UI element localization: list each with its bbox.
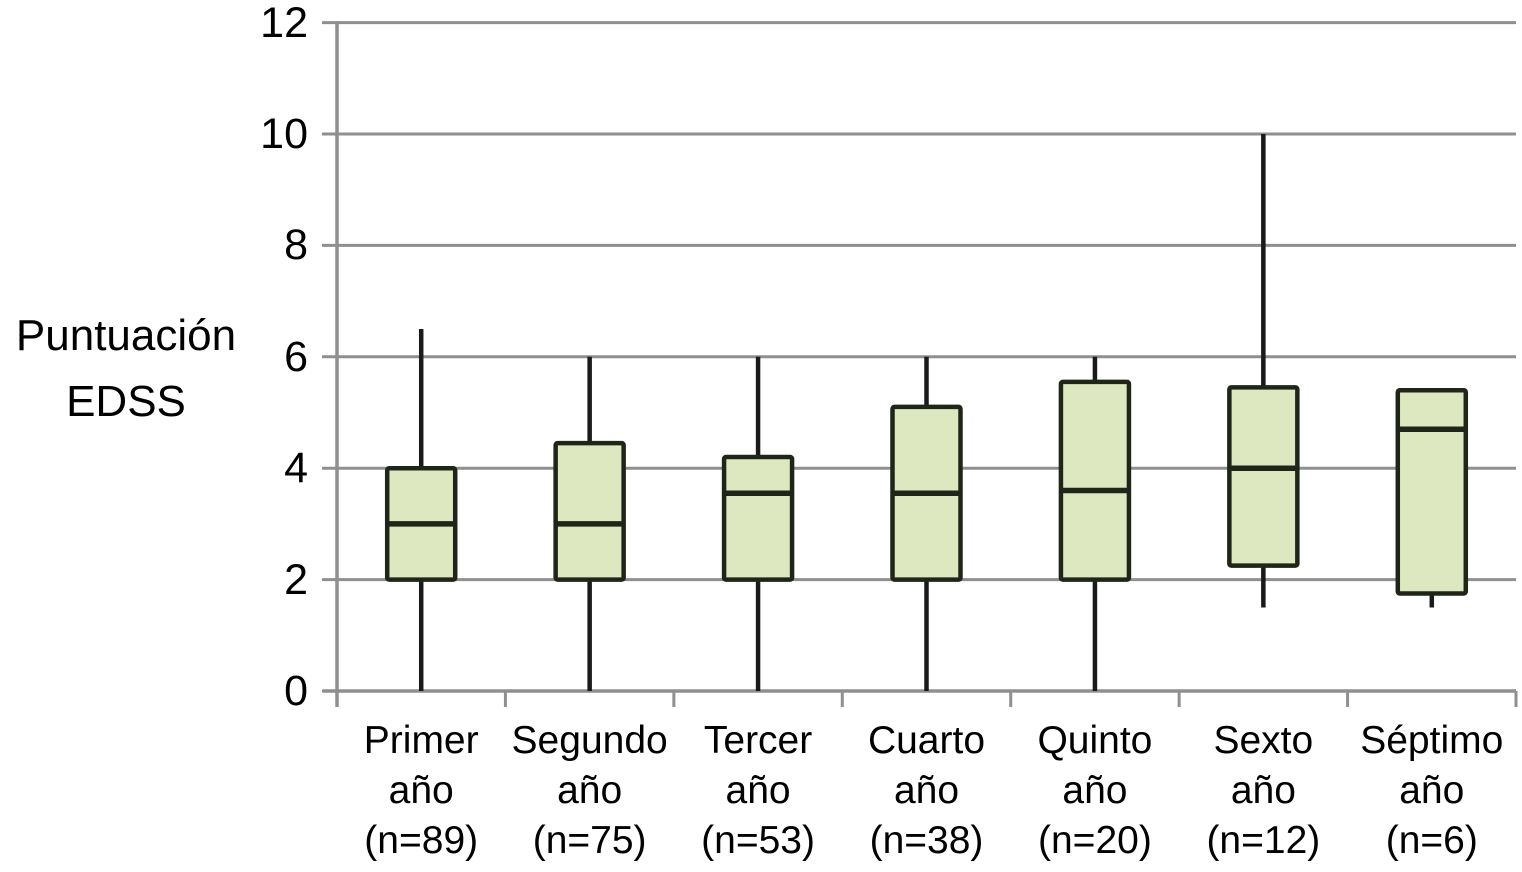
box [1058,379,1132,582]
y-tick-label: 6 [284,332,308,381]
x-category-label-line: (n=12) [1206,819,1321,862]
y-tick-label: 8 [284,221,308,270]
x-category-label: Sexto año (n=12) [1179,716,1347,866]
y-axis-title-line2: EDSS [66,377,186,426]
x-category-label-line: (n=89) [364,819,479,862]
x-category-label-line: (n=53) [701,819,815,862]
box [1395,387,1469,596]
y-tick-label: 0 [284,667,308,715]
x-category-label-line: año [893,769,960,812]
y-axis-title-line1: Puntuación [15,311,237,360]
y-tick-label: 2 [284,555,308,604]
x-category-label-line: Quinto [1037,719,1153,762]
box [1227,385,1300,568]
x-category-label-line: año [557,769,623,812]
x-category-label: Tercer año (n=53) [674,716,842,866]
x-category-label: Quinto año (n=20) [1011,716,1179,866]
x-category-label-line: año [1230,769,1296,812]
x-category-label-line: año [1399,769,1465,812]
x-category-label-line: año [1062,769,1128,812]
x-category-label-line: (n=75) [532,819,647,862]
x-category-label-line: Primer [363,719,479,762]
x-category-label: Segundo año (n=75) [505,716,673,866]
x-category-label-line: Séptimo [1360,719,1504,762]
x-category-label-line: Tercer [703,719,813,762]
x-category-label: Cuarto año (n=38) [842,716,1010,866]
x-category-label-line: (n=20) [1038,819,1152,862]
y-tick-label: 10 [260,110,308,158]
x-category-label-line: Segundo [511,719,668,762]
y-tick-label: 12 [260,0,308,47]
x-category-label-line: año [388,769,454,812]
x-category-label-line: año [725,769,791,812]
y-axis-title: Puntuación EDSS [0,303,252,435]
y-tick-label: 4 [284,444,308,493]
x-category-label: Primer año (n=89) [337,716,505,866]
x-category-label-line: (n=38) [869,819,984,862]
x-category-label: Séptimo año (n=6) [1348,716,1516,866]
x-category-label-line: (n=6) [1385,819,1478,862]
x-category-label-line: Sexto [1213,719,1314,762]
x-category-label-line: Cuarto [867,719,986,762]
box [553,440,626,582]
box [721,454,795,582]
